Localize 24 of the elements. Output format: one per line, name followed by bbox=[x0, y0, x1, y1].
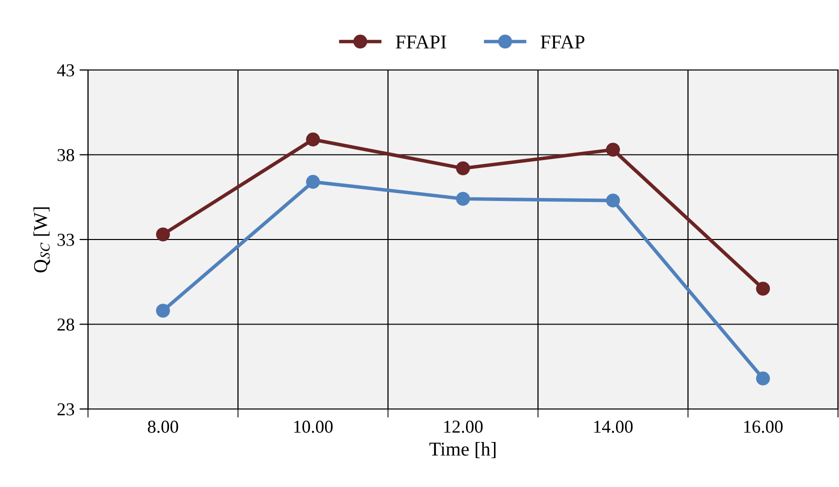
x-tick-label: 14.00 bbox=[594, 420, 633, 433]
y-tick-label: 43 bbox=[57, 64, 74, 76]
x-tick-label: 8.00 bbox=[148, 420, 178, 433]
point bbox=[306, 174, 320, 189]
y-axis-title: Q$_{SC}$ [W] bbox=[33, 207, 50, 272]
point bbox=[156, 227, 170, 242]
x-tick-label: 12.00 bbox=[444, 420, 483, 433]
legend-label: FFAPI bbox=[396, 36, 446, 48]
x-axis-title: Time [h] bbox=[429, 442, 496, 458]
y-tick-label: 33 bbox=[58, 234, 74, 246]
point bbox=[156, 304, 170, 318]
x-tick-label: 10.00 bbox=[294, 420, 333, 433]
point bbox=[456, 192, 470, 206]
point bbox=[756, 372, 770, 386]
y-tick-label: 23 bbox=[58, 403, 74, 416]
point bbox=[456, 161, 470, 176]
point bbox=[306, 132, 320, 146]
point bbox=[756, 282, 770, 296]
y-tick-label: 28 bbox=[58, 318, 74, 331]
legend-label: FFAP bbox=[540, 36, 584, 48]
point bbox=[606, 142, 620, 157]
point bbox=[606, 194, 620, 208]
y-tick-label: 38 bbox=[58, 149, 74, 162]
x-tick-label: 16.00 bbox=[744, 420, 783, 433]
